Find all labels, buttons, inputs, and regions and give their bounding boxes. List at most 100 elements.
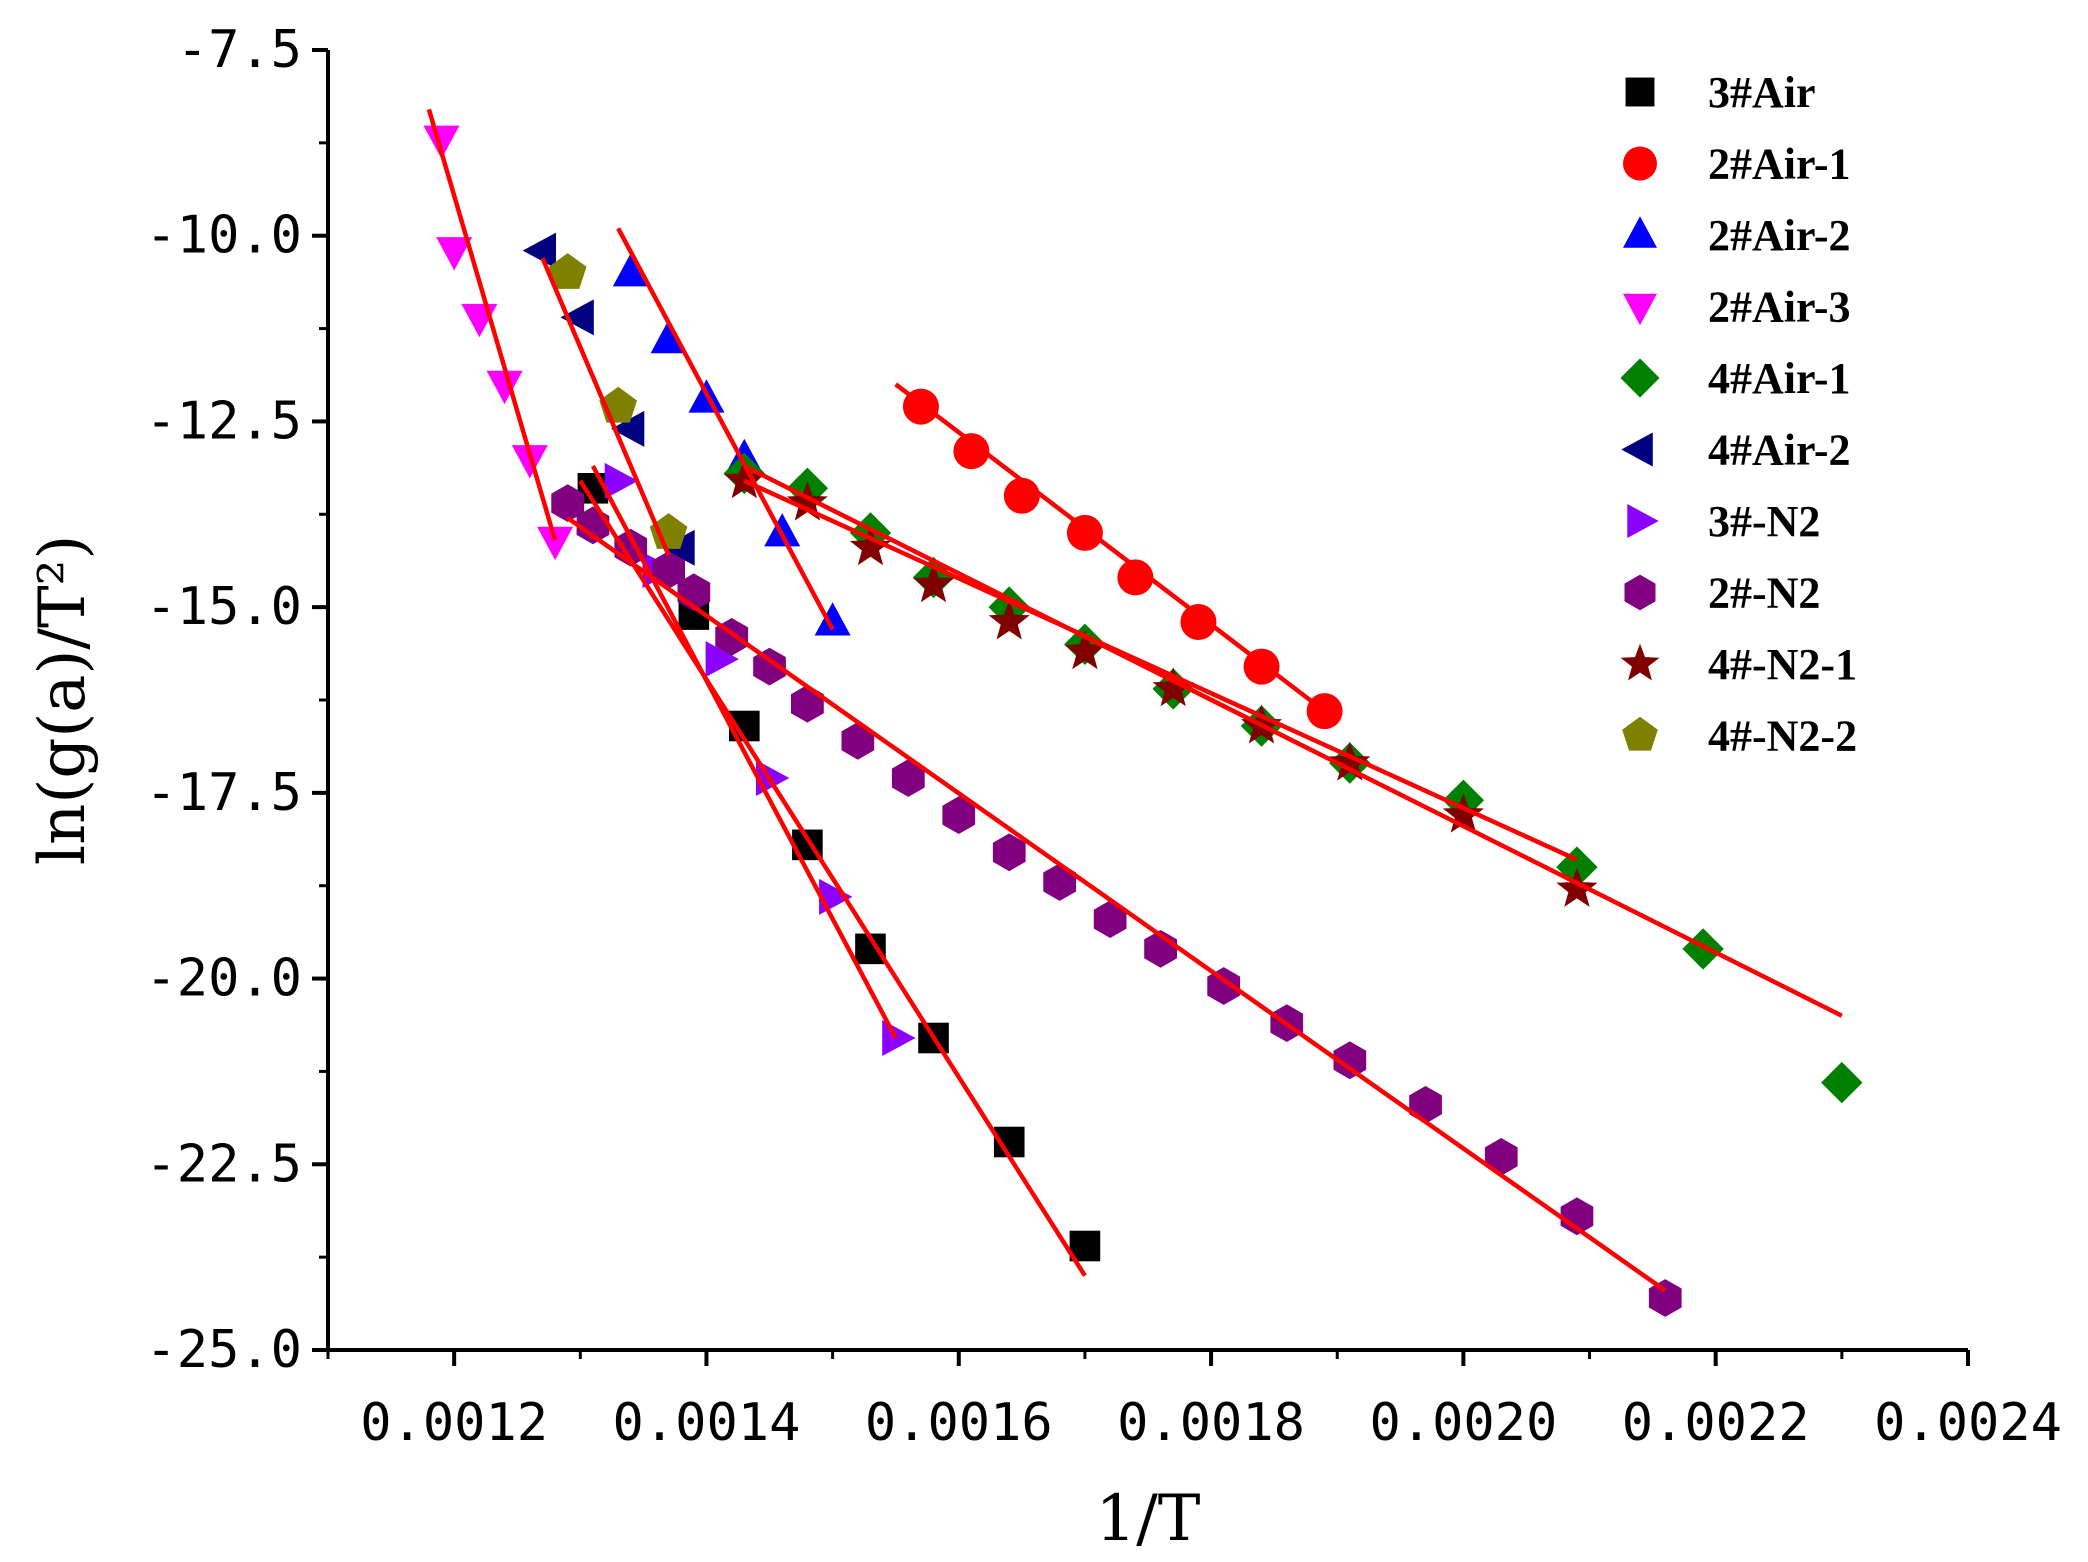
data-point	[841, 722, 875, 760]
legend-marker	[1622, 716, 1658, 751]
data-point	[705, 641, 739, 678]
fit-line	[743, 463, 1843, 1018]
data-point	[1648, 1279, 1682, 1317]
legend-marker	[1623, 293, 1657, 326]
data-point	[953, 433, 990, 470]
ticks: 0.0012 0.0014 0.0016 0.0018 0.0020 0.0022 0.00…	[145, 20, 2061, 1453]
data-point	[1329, 741, 1371, 781]
legend: 3#Air 2#Air-1 2#Air-2 2#Air-3 4#Air-1 4#Air-2…	[1620, 68, 1857, 761]
legend-item: 3#-N2	[1627, 497, 1820, 546]
x-tick-label: 0.0024	[1874, 1393, 2062, 1453]
legend-label: 2#Air-2	[1708, 211, 1851, 260]
legend-item: 4#Air-1	[1620, 354, 1851, 403]
data-point	[560, 299, 594, 336]
legend-marker	[1627, 504, 1659, 538]
fit-lines	[426, 108, 1843, 1293]
data-point	[1556, 846, 1598, 888]
fit-line	[566, 516, 1667, 1293]
legend-label: 3#-N2	[1708, 497, 1820, 546]
legend-label: 2#-N2	[1708, 569, 1820, 618]
y-tick-label: -20.0	[145, 949, 302, 1009]
data-point	[1556, 867, 1598, 907]
data-point	[611, 410, 645, 447]
data-point	[649, 513, 688, 549]
data-point	[612, 253, 649, 287]
data-point	[1064, 630, 1106, 670]
series-0-points	[577, 472, 1101, 1262]
x-tick-label: 0.0016	[865, 1393, 1053, 1453]
legend-item: 2#Air-1	[1623, 140, 1851, 189]
data-point	[786, 481, 828, 521]
series-7-points	[551, 484, 1682, 1317]
fit-line	[616, 227, 835, 631]
data-point	[988, 600, 1030, 640]
data-point	[891, 759, 925, 797]
data-point	[436, 237, 473, 271]
legend-label: 4#Air-2	[1708, 426, 1851, 475]
legend-item: 4#Air-2	[1621, 426, 1851, 475]
data-point	[650, 319, 687, 354]
x-tick-label: 0.0018	[1117, 1393, 1305, 1453]
data-point	[1333, 1041, 1367, 1080]
data-point	[1043, 863, 1077, 901]
legend-marker	[1625, 77, 1655, 107]
y-tick-label: -7.5	[177, 20, 302, 80]
fit-line	[540, 257, 671, 557]
data-point	[1821, 1061, 1863, 1104]
fit-line	[894, 382, 1326, 713]
legend-item: 2#Air-2	[1623, 211, 1851, 260]
y-tick-label: -25.0	[145, 1320, 302, 1380]
legend-label: 2#Air-3	[1708, 283, 1851, 332]
series-8-points	[723, 459, 1598, 907]
legend-marker	[1624, 574, 1656, 611]
y-tick-label: -10.0	[145, 206, 302, 266]
x-tick-label: 0.0014	[613, 1393, 801, 1453]
legend-item: 2#-N2	[1624, 569, 1820, 618]
data-point	[486, 370, 523, 405]
data-point	[1180, 604, 1217, 640]
y-tick-label: -15.0	[145, 577, 302, 637]
data-point	[1442, 793, 1484, 833]
legend-marker	[1621, 432, 1653, 467]
data-point	[723, 459, 765, 499]
y-tick-label: -12.5	[145, 391, 302, 451]
data-point	[1117, 559, 1154, 596]
data-point	[764, 513, 801, 547]
legend-label: 4#-N2-1	[1708, 640, 1857, 689]
data-point	[753, 647, 786, 686]
legend-marker	[1623, 216, 1657, 248]
legend-item: 2#Air-3	[1623, 283, 1851, 332]
legend-label: 4#Air-1	[1708, 354, 1851, 403]
data-point	[652, 551, 685, 589]
x-tick-label: 0.0020	[1369, 1393, 1557, 1453]
data-point	[1682, 928, 1724, 970]
data-point	[1484, 1138, 1518, 1176]
data-point	[604, 462, 638, 499]
data-point	[791, 684, 824, 723]
data-point	[551, 484, 585, 522]
x-tick-label: 0.0022	[1622, 1393, 1810, 1453]
data-point	[522, 232, 556, 269]
legend-label: 2#Air-1	[1708, 140, 1851, 189]
data-point	[537, 526, 574, 561]
y-tick-label: -22.5	[145, 1134, 302, 1194]
fit-line	[743, 478, 1578, 862]
legend-item: 4#-N2-2	[1622, 712, 1857, 761]
y-tick-label: -17.5	[145, 763, 302, 823]
data-point	[913, 563, 955, 603]
y-axis-title: ln(g(a)/T²)	[26, 535, 100, 866]
legend-marker	[1620, 358, 1660, 398]
legend-item: 3#Air	[1625, 68, 1816, 117]
x-axis-title: 1/T	[1096, 1482, 1201, 1556]
fit-line	[426, 108, 558, 541]
data-point	[1560, 1197, 1594, 1236]
legend-label: 3#Air	[1708, 68, 1816, 117]
data-point	[423, 125, 460, 159]
fit-line	[590, 464, 898, 1040]
x-tick-label: 0.0012	[360, 1393, 548, 1453]
series-9-points	[548, 253, 688, 549]
data-point	[1409, 1086, 1442, 1124]
legend-item: 4#-N2-1	[1620, 640, 1857, 689]
data-point	[1152, 667, 1194, 707]
